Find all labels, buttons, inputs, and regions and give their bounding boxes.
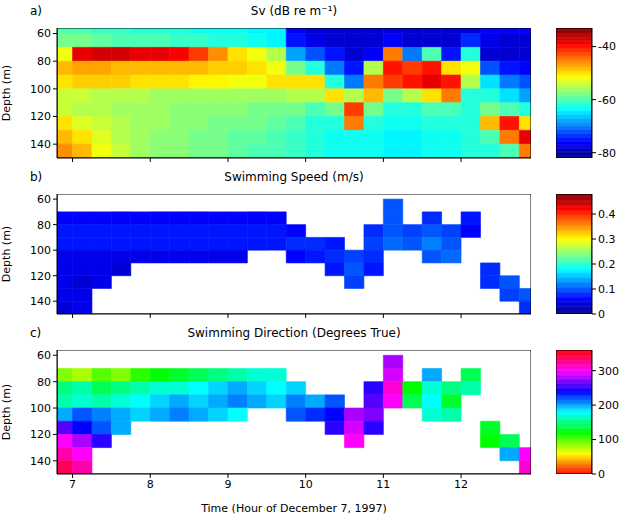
svg-text:60: 60 bbox=[37, 193, 51, 206]
svg-text:100: 100 bbox=[30, 83, 51, 96]
html-text:a): a) bbox=[30, 4, 42, 18]
svg-text:0.2: 0.2 bbox=[598, 258, 616, 271]
svg-text:80: 80 bbox=[37, 55, 51, 68]
svg-text:9: 9 bbox=[224, 478, 231, 491]
html-text:Swimming Direction (Degrees Tr: Swimming Direction (Degrees True) bbox=[187, 326, 401, 340]
svg-text:-40: -40 bbox=[598, 40, 616, 53]
svg-text:-60: -60 bbox=[598, 94, 616, 107]
svg-text:0.1: 0.1 bbox=[598, 283, 616, 296]
svg-text:60: 60 bbox=[37, 27, 51, 40]
svg-text:300: 300 bbox=[598, 365, 619, 378]
svg-text:Depth (m): Depth (m) bbox=[0, 226, 13, 282]
svg-text:60: 60 bbox=[37, 349, 51, 362]
svg-text:0.4: 0.4 bbox=[598, 208, 616, 221]
svg-text:100: 100 bbox=[598, 433, 619, 446]
html-text:c): c) bbox=[30, 326, 42, 340]
svg-text:0: 0 bbox=[598, 468, 605, 481]
html-text:Sv (dB re m⁻¹): Sv (dB re m⁻¹) bbox=[250, 4, 338, 18]
svg-text:8: 8 bbox=[147, 478, 154, 491]
svg-text:80: 80 bbox=[37, 376, 51, 389]
svg-text:11: 11 bbox=[376, 478, 390, 491]
svg-text:120: 120 bbox=[30, 270, 51, 283]
svg-text:120: 120 bbox=[30, 428, 51, 441]
svg-text:10: 10 bbox=[299, 478, 313, 491]
svg-text:Time (Hour of December 7, 1997: Time (Hour of December 7, 1997) bbox=[200, 502, 387, 514]
svg-text:0: 0 bbox=[598, 308, 605, 321]
svg-text:-80: -80 bbox=[598, 147, 616, 160]
svg-text:7: 7 bbox=[69, 478, 76, 491]
html-text:b): b) bbox=[30, 170, 43, 184]
svg-text:100: 100 bbox=[30, 244, 51, 257]
svg-text:Depth (m): Depth (m) bbox=[0, 65, 13, 121]
svg-text:80: 80 bbox=[37, 219, 51, 232]
svg-text:200: 200 bbox=[598, 399, 619, 412]
html-text:Swimming Speed (m/s): Swimming Speed (m/s) bbox=[224, 170, 364, 184]
svg-text:0.3: 0.3 bbox=[598, 233, 616, 246]
svg-text:140: 140 bbox=[30, 138, 51, 151]
svg-text:140: 140 bbox=[30, 295, 51, 308]
svg-text:140: 140 bbox=[30, 455, 51, 468]
svg-text:100: 100 bbox=[30, 402, 51, 415]
svg-text:120: 120 bbox=[30, 110, 51, 123]
svg-text:12: 12 bbox=[454, 478, 468, 491]
svg-text:Depth (m): Depth (m) bbox=[0, 384, 13, 440]
